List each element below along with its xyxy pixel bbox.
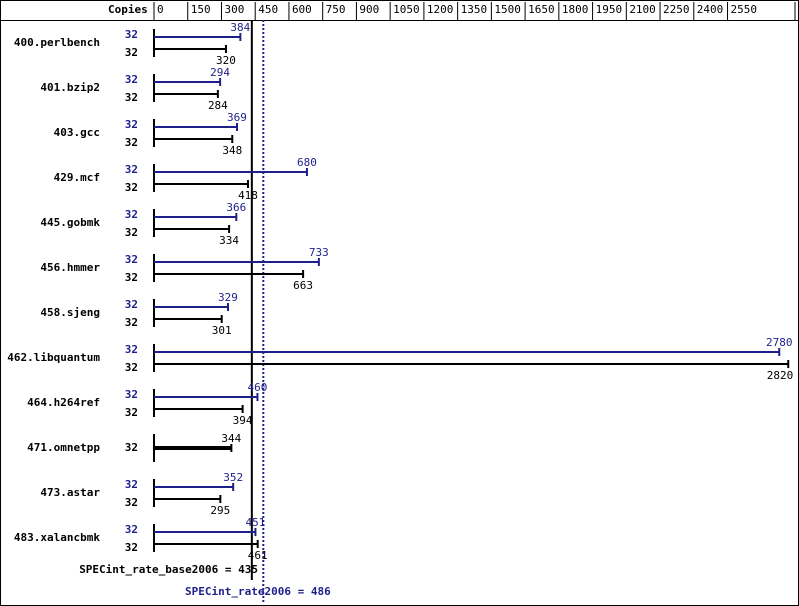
copies-label: 32 (125, 271, 138, 284)
copies-label: 32 (125, 406, 138, 419)
x-tick-label: 2400 (697, 3, 724, 16)
copies-label: 32 (125, 226, 138, 239)
category-label: 456.hmmer (40, 261, 100, 274)
copies-label: 32 (125, 298, 138, 311)
value-label: 663 (293, 279, 313, 292)
value-label: 451 (245, 516, 265, 529)
x-tick-label: 150 (191, 3, 211, 16)
x-tick-label: 900 (359, 3, 379, 16)
copies-label: 32 (125, 361, 138, 374)
copies-label: 32 (125, 163, 138, 176)
x-tick-label: 1500 (494, 3, 521, 16)
category-label: 464.h264ref (27, 396, 100, 409)
copies-label: 32 (125, 343, 138, 356)
x-tick-label: 1950 (596, 3, 623, 16)
value-label: 394 (233, 414, 253, 427)
copies-label: 32 (125, 541, 138, 554)
category-label: 445.gobmk (40, 216, 100, 229)
x-tick-label: 1800 (562, 3, 589, 16)
x-tick-label: 1650 (528, 3, 555, 16)
category-label: 400.perlbench (14, 36, 100, 49)
copies-label: 32 (125, 136, 138, 149)
copies-label: 32 (125, 46, 138, 59)
x-tick-label: 1350 (461, 3, 488, 16)
category-label: 401.bzip2 (40, 81, 100, 94)
value-label: 334 (219, 234, 239, 247)
value-label: 348 (222, 144, 242, 157)
copies-label: 32 (125, 73, 138, 86)
category-label: 458.sjeng (40, 306, 100, 319)
value-label: 460 (248, 381, 268, 394)
x-tick-label: 0 (157, 3, 164, 16)
copies-label: 32 (125, 441, 138, 454)
category-label: 473.astar (40, 486, 100, 499)
reference-label: SPECint_rate2006 = 486 (185, 585, 331, 598)
value-label: 369 (227, 111, 247, 124)
value-label: 733 (309, 246, 329, 259)
x-tick-label: 2550 (731, 3, 758, 16)
value-label: 320 (216, 54, 236, 67)
copies-label: 32 (125, 496, 138, 509)
x-tick-label: 2250 (663, 3, 690, 16)
category-label: 429.mcf (54, 171, 100, 184)
value-label: 329 (218, 291, 238, 304)
x-tick-label: 1050 (393, 3, 420, 16)
value-label: 352 (223, 471, 243, 484)
x-tick-label: 300 (224, 3, 244, 16)
x-tick-label: 1200 (427, 3, 454, 16)
value-label: 284 (208, 99, 228, 112)
value-label: 384 (230, 21, 250, 34)
copies-label: 32 (125, 181, 138, 194)
category-label: 483.xalancbmk (14, 531, 100, 544)
copies-label: 32 (125, 523, 138, 536)
x-tick-label: 2100 (629, 3, 656, 16)
copies-label: 32 (125, 253, 138, 266)
copies-label: 32 (125, 118, 138, 131)
x-tick-label: 750 (326, 3, 346, 16)
copies-label: 32 (125, 91, 138, 104)
category-label: 462.libquantum (7, 351, 100, 364)
x-tick-label: 600 (292, 3, 312, 16)
copies-label: 32 (125, 208, 138, 221)
value-label: 418 (238, 189, 258, 202)
value-label: 2780 (766, 336, 793, 349)
copies-label: 32 (125, 388, 138, 401)
category-label: 471.omnetpp (27, 441, 100, 454)
value-label: 366 (226, 201, 246, 214)
reference-label: SPECint_rate_base2006 = 435 (79, 563, 258, 576)
x-axis-label: Copies (108, 3, 148, 16)
value-label: 461 (248, 549, 268, 562)
value-label: 294 (210, 66, 230, 79)
value-label: 295 (210, 504, 230, 517)
copies-label: 32 (125, 316, 138, 329)
value-label: 2820 (767, 369, 794, 382)
category-label: 403.gcc (54, 126, 100, 139)
copies-label: 32 (125, 478, 138, 491)
copies-label: 32 (125, 28, 138, 41)
value-label: 344 (221, 432, 241, 445)
x-tick-label: 450 (258, 3, 278, 16)
value-label: 680 (297, 156, 317, 169)
value-label: 301 (212, 324, 232, 337)
